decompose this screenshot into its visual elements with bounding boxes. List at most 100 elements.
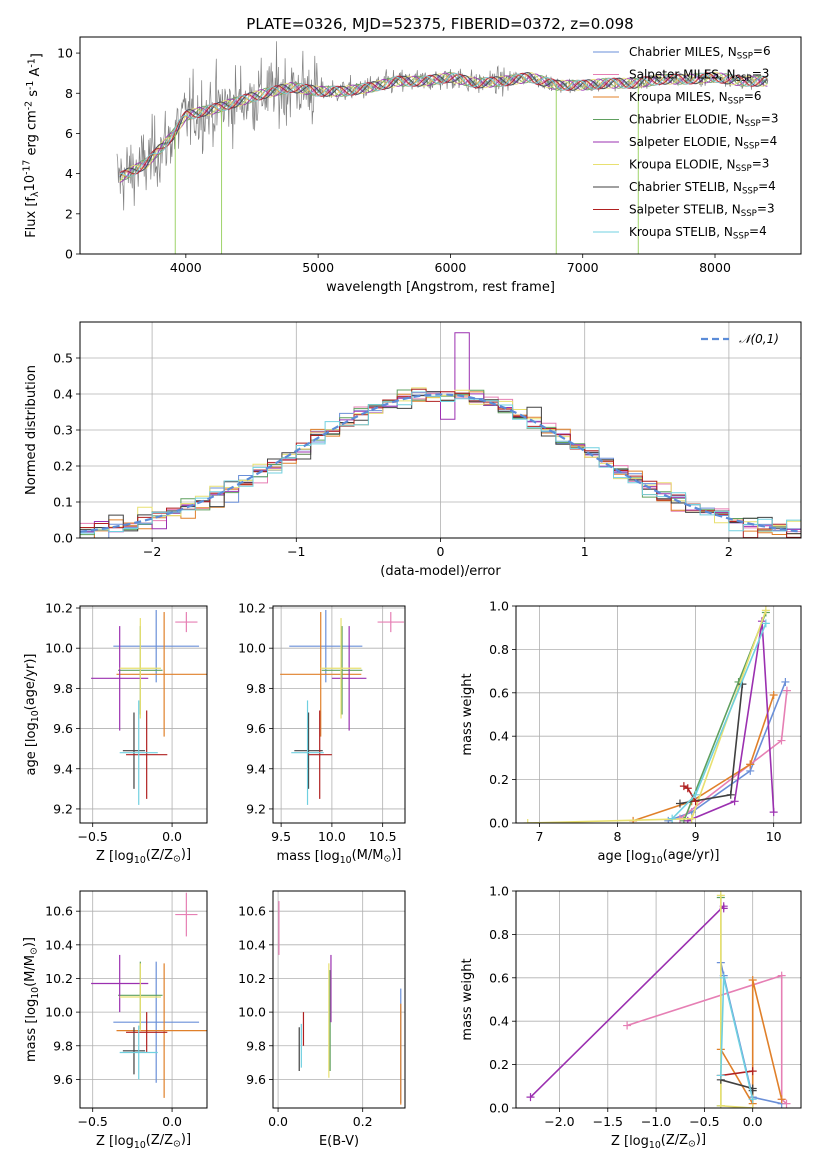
- x-tick-label: −1: [287, 544, 305, 559]
- y-tick-label: 0.2: [489, 1057, 509, 1072]
- y-tick-label: 0.3: [53, 423, 73, 438]
- panel-mass_vs_ebv: 0.0 0.2 9.6 9.8 10.0 10.2 10.4 10.6 E(B-V): [238, 890, 406, 1149]
- series-line: [632, 694, 775, 822]
- panel-residuals: −2 −1 0 1 2 0.0 0.1 0.2 0.3 0.4 0.5 (data-model)/er…: [24, 321, 802, 579]
- residual-histogram-8: [80, 391, 801, 534]
- data-point-marker: [716, 1071, 725, 1080]
- y-tick-label: 0.4: [53, 387, 73, 402]
- y-tick-label: 9.4: [246, 761, 266, 776]
- data-point-marker: [679, 782, 688, 791]
- figure-title: PLATE=0326, MJD=52375, FIBERID=0372, z=0…: [246, 15, 633, 33]
- legend-entry: Salpeter ELODIE, NSSP​=4: [629, 134, 777, 152]
- x-tick-label: 8: [614, 829, 622, 844]
- data-point-marker: [746, 760, 755, 769]
- data-point-marker: [623, 1021, 632, 1030]
- x-axis-label: Z [log10​(Z/Z⊙​)]: [96, 1132, 191, 1151]
- y-tick-label: 9.8: [53, 681, 73, 696]
- legend-entry: Salpeter MILES, NSSP​=3: [629, 66, 769, 84]
- data-point-marker: [769, 808, 778, 817]
- plot-area: [526, 891, 791, 1108]
- x-tick-label: −2: [143, 544, 161, 559]
- data-point-marker: [675, 799, 684, 808]
- data-point-marker: [668, 814, 677, 823]
- y-axis-label: mass weight: [460, 958, 475, 1040]
- y-tick-label: 0.2: [53, 459, 73, 474]
- legend-entry: Kroupa MILES, NSSP​=6: [629, 89, 762, 107]
- y-tick-label: 10.6: [238, 904, 266, 919]
- data-point-marker: [691, 790, 700, 799]
- x-tick-label: −2.0: [544, 1114, 574, 1129]
- y-tick-label: 10.6: [45, 904, 73, 919]
- panel-mass_weight_vs_age: 7 8 9 10 0.0 0.2 0.4 0.6 0.8 1.0 age [log10​(age/y…: [460, 599, 802, 866]
- x-tick-label: 0.0: [162, 829, 182, 844]
- plot-area: [280, 610, 404, 805]
- legend-entry: 𝒩(0,1): [739, 332, 779, 346]
- x-axis-label: E(B-V): [319, 1134, 359, 1149]
- x-tick-label: 5000: [302, 260, 334, 275]
- panel-age_vs_mass: 9.5 10.0 10.5 9.2 9.4 9.6 9.8 10.0 10.2 mass [log…: [238, 601, 406, 866]
- y-axis-label: mass [log10​(M/M⊙​)]: [22, 937, 41, 1062]
- data-point-marker: [782, 1099, 791, 1108]
- data-point-marker: [526, 1093, 535, 1102]
- axes-frame: [272, 605, 406, 824]
- plot-area: [278, 901, 402, 1105]
- x-tick-label: 10.5: [369, 829, 397, 844]
- data-point-marker: [777, 736, 786, 745]
- panel-mass_weight_vs_Z: −2.0 −1.5 −1.0 −0.5 0.0 0.0 0.2 0.4 0.6 0.8 1.0 Z […: [460, 884, 802, 1151]
- x-axis-label: Z [log10​(Z/Z⊙​)]: [96, 847, 191, 866]
- data-point-marker: [716, 891, 725, 900]
- y-tick-label: 0.6: [489, 685, 509, 700]
- y-tick-label: 9.8: [246, 681, 266, 696]
- y-axis-label: age [log10​(age/yr)]: [23, 654, 41, 776]
- x-tick-label: 0.0: [743, 1114, 763, 1129]
- y-tick-label: 10.0: [238, 641, 266, 656]
- y-tick-label: 9.8: [246, 1038, 266, 1053]
- axes-frame: [515, 890, 802, 1109]
- x-tick-label: −0.5: [78, 1114, 108, 1129]
- y-tick-label: 0.5: [53, 351, 73, 366]
- x-tick-label: 7: [535, 829, 543, 844]
- plot-area: [523, 606, 791, 823]
- data-point-marker: [748, 1095, 757, 1104]
- y-tick-label: 9.2: [246, 801, 266, 816]
- x-axis-label: mass [log10​(M/M⊙​)]: [277, 847, 402, 866]
- data-point-marker: [781, 677, 790, 686]
- axes-frame: [79, 321, 802, 539]
- x-tick-label: 0: [437, 544, 445, 559]
- plot-area: [116, 41, 769, 254]
- data-point-marker: [782, 686, 791, 695]
- x-tick-label: 10: [766, 829, 782, 844]
- y-axis-label: Flux [fλ​10-17​ erg cm-2​ s-1​ A-1​]: [22, 53, 45, 238]
- y-tick-label: 8: [65, 86, 73, 101]
- data-point-marker: [748, 1067, 757, 1076]
- series-line: [720, 979, 783, 1107]
- data-point-marker: [761, 606, 770, 615]
- legend-entry: Chabrier ELODIE, NSSP​=3: [629, 111, 778, 129]
- y-tick-label: 0.4: [489, 1014, 509, 1029]
- y-tick-label: 0.8: [489, 927, 509, 942]
- data-point-marker: [716, 1101, 725, 1108]
- x-axis-label: Z [log10​(Z/Z⊙​)]: [611, 1132, 706, 1151]
- panel-mass_vs_Z: −0.5 0.0 9.6 9.8 10.0 10.2 10.4 10.6 Z [log10​(Z…: [22, 890, 208, 1151]
- data-point-marker: [777, 971, 786, 980]
- x-axis-label: age [log10​(age/yr)]: [598, 848, 720, 866]
- panel-age_vs_Z: −0.5 0.0 9.2 9.4 9.6 9.8 10.0 10.2 Z [log10​(Z/Z…: [23, 601, 208, 866]
- y-tick-label: 9.6: [246, 1072, 266, 1087]
- y-tick-label: 10.4: [238, 937, 266, 952]
- series-line: [626, 974, 788, 1105]
- x-tick-label: 1: [581, 544, 589, 559]
- axes-frame: [79, 890, 208, 1109]
- x-tick-label: 2: [725, 544, 733, 559]
- y-tick-label: 9.2: [53, 801, 73, 816]
- model-spectrum-line: [119, 71, 768, 178]
- y-tick-label: 0.0: [53, 531, 73, 546]
- axes-frame: [272, 890, 406, 1109]
- gaussian-curve: [80, 393, 801, 533]
- y-tick-label: 0.1: [53, 495, 73, 510]
- axes-frame: [79, 36, 802, 255]
- y-tick-label: 4: [65, 166, 73, 181]
- y-tick-label: 0.6: [489, 970, 509, 985]
- legend-entry: Chabrier STELIB, NSSP​=4: [629, 179, 776, 197]
- observed-spectrum-line: [116, 41, 769, 211]
